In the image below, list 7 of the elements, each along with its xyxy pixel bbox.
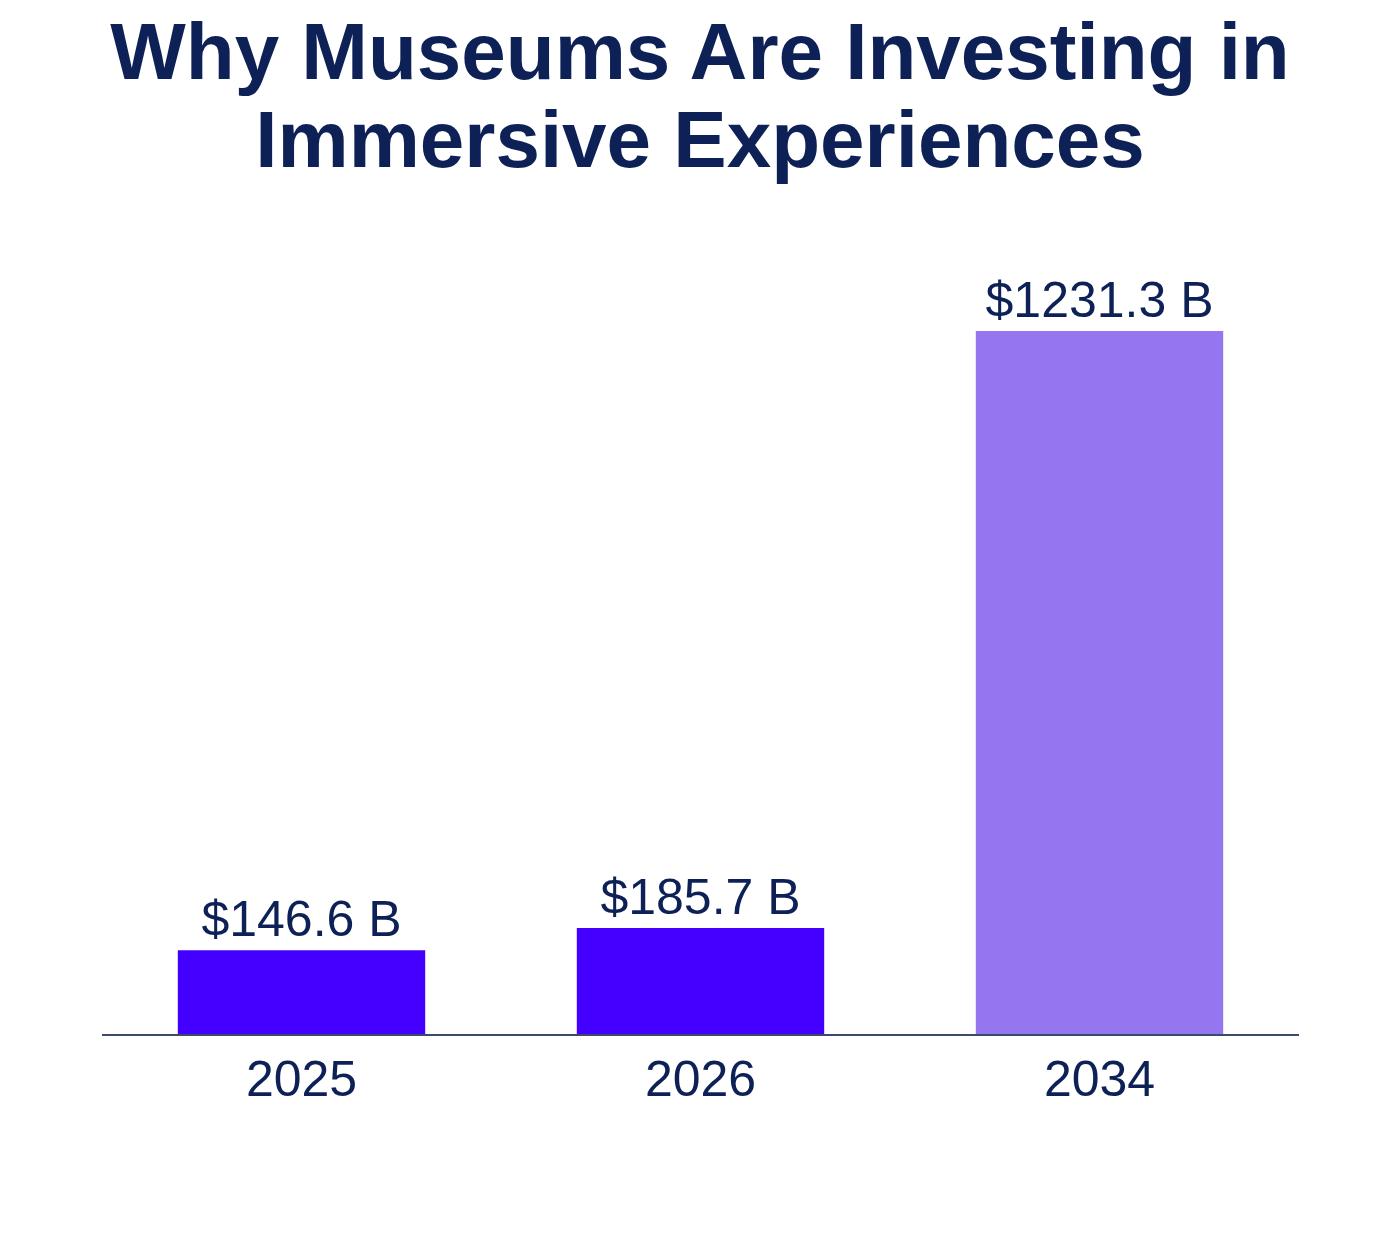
x-tick-label: 2025 (245, 1051, 358, 1107)
data-label: $185.7 B (600, 868, 801, 925)
data-label: $146.6 B (201, 891, 402, 948)
x-tick-label: 2034 (1043, 1051, 1156, 1107)
chart-title: Why Museums Are Investing in Immersive Experiences (109, 6, 1291, 184)
x-tick-label: 2026 (644, 1051, 757, 1107)
data-label: $1231.3 B (985, 272, 1214, 328)
